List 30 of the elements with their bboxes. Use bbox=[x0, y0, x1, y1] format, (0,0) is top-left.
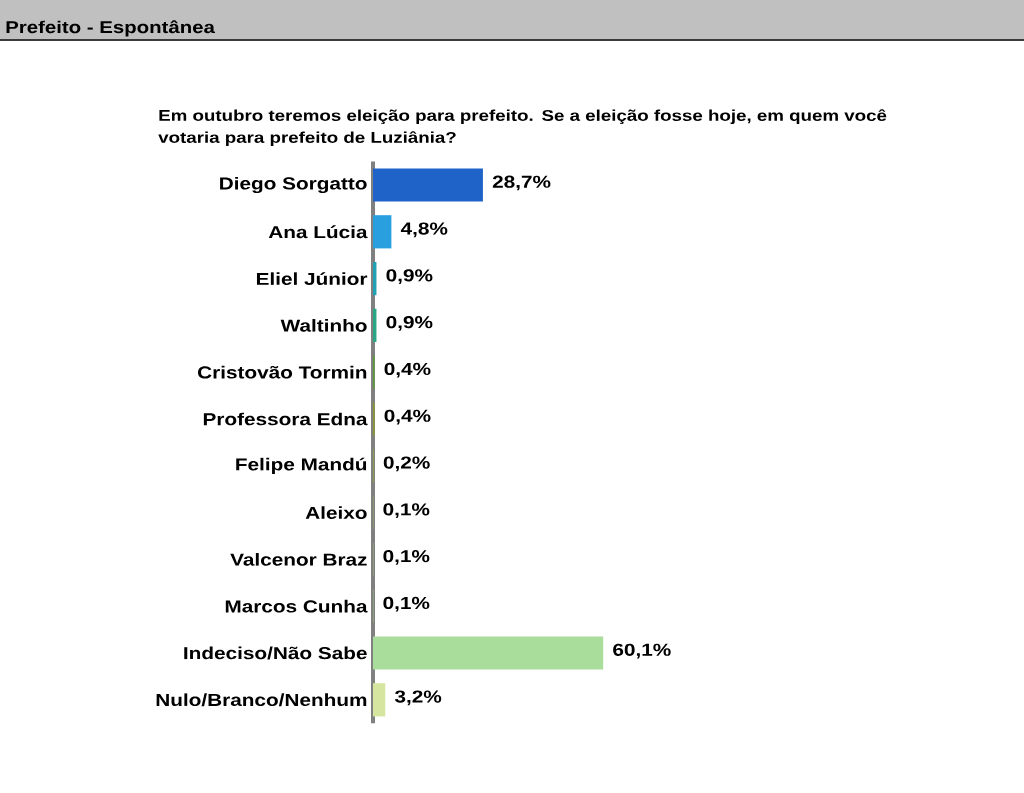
data-label: 4,8% bbox=[400, 222, 448, 238]
data-label: 0,4% bbox=[384, 409, 431, 425]
y-tick-label: Felipe Mandú bbox=[236, 457, 367, 474]
data-label: 60,1% bbox=[613, 643, 671, 659]
y-tick-label: Diego Sorgatto bbox=[220, 176, 367, 194]
y-tick-label: Aleixo bbox=[305, 506, 367, 519]
data-label: 3,2% bbox=[394, 690, 442, 706]
data-label: 0,9% bbox=[386, 269, 433, 284]
data-label: 0,2% bbox=[383, 456, 430, 472]
y-tick-label: Professora Edna bbox=[203, 412, 368, 426]
bar bbox=[373, 683, 386, 717]
bar bbox=[373, 636, 604, 670]
bar bbox=[373, 215, 392, 249]
data-label: 0,1% bbox=[383, 550, 430, 565]
text: Prefeito - Espontânea bbox=[6, 20, 216, 37]
bar bbox=[373, 168, 483, 202]
data-label: 0,4% bbox=[384, 362, 431, 378]
y-tick-label: Nulo/Branco/Nenhum bbox=[156, 693, 367, 707]
y-tick-label: Ana Lúcia bbox=[268, 225, 368, 239]
data-label: 0,1% bbox=[383, 596, 430, 612]
y-tick-label: Valcenor Braz bbox=[230, 553, 367, 566]
y-tick-label: Indeciso/Não Sabe bbox=[184, 646, 367, 660]
data-label: 0,9% bbox=[386, 316, 433, 331]
chart-subtitle: Em outubro teremos eleição para prefeito. Se a eleição fosse hoje, em quem você votaria para prefeito de Luziânia? bbox=[158, 109, 887, 147]
y-tick-label: Cristovão Tormin bbox=[198, 365, 367, 379]
y-tick-label: Waltinho bbox=[280, 319, 367, 332]
data-label: 0,1% bbox=[383, 503, 430, 518]
y-tick-label: Eliel Júnior bbox=[256, 272, 368, 286]
y-tick-label: Marcos Cunha bbox=[225, 599, 368, 613]
data-label: 28,7% bbox=[492, 175, 551, 191]
